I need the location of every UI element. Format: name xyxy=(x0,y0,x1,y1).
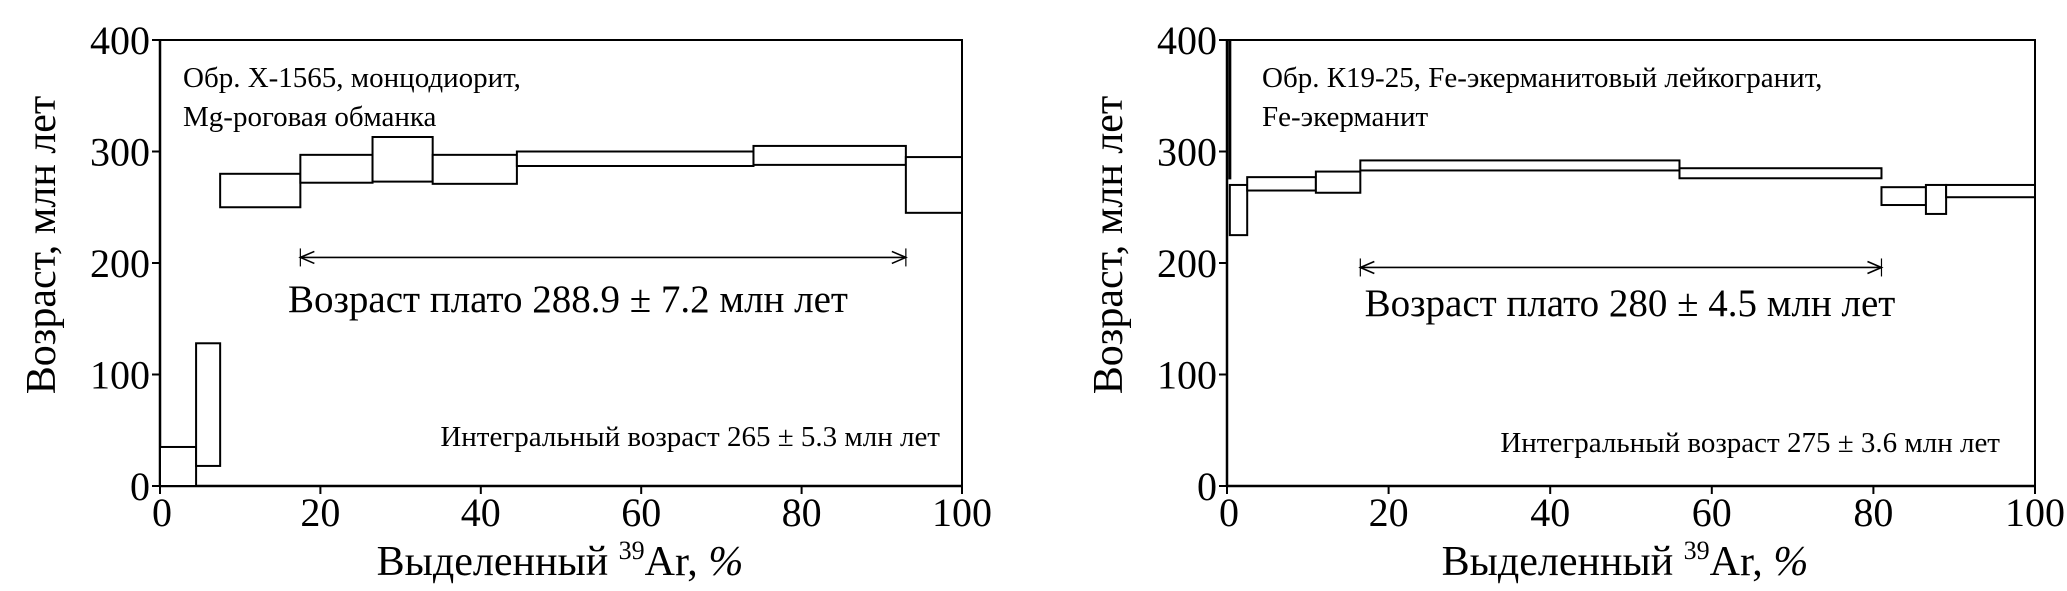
x-axis-title: Выделенный 39Ar, % xyxy=(377,536,744,585)
chart-panel-1: 0 100 200 300 400 0 20 40 60 80 100 Обр. Х-1565, мо… xyxy=(19,18,992,585)
age-step-6 xyxy=(431,153,518,185)
sample-label-line-1: Обр. Х-1565, монцодиорит, xyxy=(183,62,521,94)
y-tick-label: 300 xyxy=(90,130,150,175)
sample-label-line-2: Mg-роговая обманка xyxy=(183,101,437,133)
x-tick-label: 100 xyxy=(2005,490,2065,535)
age-step-6 xyxy=(1880,186,1927,207)
y-axis-title: Возраст, млн лет xyxy=(1086,96,1132,395)
age-step-5 xyxy=(371,136,434,183)
age-step-8 xyxy=(1945,183,2036,199)
integral-age-label: Интегральный возраст 265 ± 5.3 млн лет xyxy=(440,421,940,453)
plateau-arrow xyxy=(1358,258,1884,277)
x-tick-label: 100 xyxy=(932,490,992,535)
y-tick-label: 400 xyxy=(90,18,150,63)
age-step-1 xyxy=(1228,183,1249,237)
age-step-1 xyxy=(159,445,198,488)
x-tick-label: 80 xyxy=(1853,490,1893,535)
plateau-arrow xyxy=(298,248,908,267)
age-step-4 xyxy=(299,153,374,184)
chart-panel-2: 0 100 200 300 400 0 20 40 60 80 100 Обр. К19-25, Fe… xyxy=(1086,18,2065,585)
age-step-4 xyxy=(1359,159,1681,172)
integral-age-label: Интегральный возраст 275 ± 3.6 млн лет xyxy=(1500,427,2000,459)
y-tick-label: 100 xyxy=(1157,353,1217,398)
x-tick-label: 20 xyxy=(300,490,340,535)
y-tick-label: 100 xyxy=(90,353,150,398)
sample-label-line-1: Обр. К19-25, Fe-экерманитовый лейкограни… xyxy=(1262,62,1822,94)
x-tick-label: 20 xyxy=(1369,490,1409,535)
x-tick-label: 40 xyxy=(1530,490,1570,535)
x-axis-title: Выделенный 39Ar, % xyxy=(1442,536,1809,585)
age-step-9 xyxy=(904,156,963,214)
y-tick-label: 0 xyxy=(1197,464,1217,509)
x-tick-label: 40 xyxy=(461,490,501,535)
age-step-2 xyxy=(1246,176,1317,192)
age-step-8 xyxy=(752,144,907,166)
sample-label-line-2: Fe-экерманит xyxy=(1262,101,1428,133)
x-tick-label: 60 xyxy=(621,490,661,535)
x-tick-label: 80 xyxy=(782,490,822,535)
age-step-2 xyxy=(195,342,222,467)
y-tick-label: 200 xyxy=(90,241,150,286)
y-tick-label: 300 xyxy=(1157,130,1217,175)
age-step-7 xyxy=(515,150,755,167)
y-tick-label: 0 xyxy=(130,464,150,509)
age-step-3 xyxy=(219,172,302,209)
x-tick-label: 60 xyxy=(1692,490,1732,535)
age-step-5 xyxy=(1678,167,1883,180)
y-tick-label: 400 xyxy=(1157,18,1217,63)
plateau-age-label: Возраст плато 288.9 ± 7.2 млн лет xyxy=(288,278,848,321)
y-axis-title: Возраст, млн лет xyxy=(19,96,65,395)
plateau-age-label: Возраст плато 280 ± 4.5 млн лет xyxy=(1365,282,1896,325)
x-tick-label: 0 xyxy=(1219,490,1239,535)
x-tick-label: 0 xyxy=(152,490,172,535)
age-step-7 xyxy=(1924,183,1948,215)
y-tick-label: 200 xyxy=(1157,241,1217,286)
age-step-3 xyxy=(1314,170,1362,194)
